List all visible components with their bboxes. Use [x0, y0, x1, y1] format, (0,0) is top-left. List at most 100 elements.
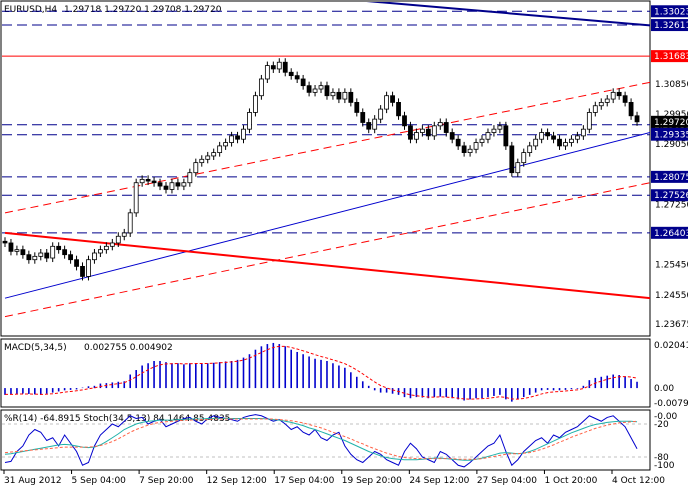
- price-tick-label: 1.23675: [655, 320, 688, 330]
- level-price-tag: [651, 128, 688, 141]
- time-tick-label: 24 Sep 12:00: [409, 476, 469, 486]
- price-tick-label: 1.29950: [655, 110, 688, 120]
- candle-body: [264, 65, 270, 80]
- candle-body: [229, 135, 234, 143]
- chart-title: EURUSD,H4: [4, 5, 57, 15]
- candle-body: [211, 152, 217, 157]
- time-tick-label: 12 Sep 12:00: [207, 476, 267, 486]
- candle-body: [473, 142, 479, 150]
- level-price-label: 1.26403: [654, 229, 688, 239]
- price-panel-frame: [0, 0, 651, 337]
- candle-body: [497, 125, 503, 130]
- candle-body: [539, 132, 545, 140]
- level-price-label: 1.28075: [654, 173, 688, 183]
- candle-body: [437, 122, 443, 127]
- level-price-tag: [651, 226, 688, 239]
- candle-body: [2, 240, 8, 244]
- candle-body: [616, 91, 622, 97]
- candle-body: [223, 142, 229, 147]
- candle-body: [509, 145, 515, 174]
- candle-body: [378, 108, 384, 120]
- candle-body: [157, 182, 163, 187]
- candle-body: [32, 255, 38, 261]
- level-price-label: 1.33023: [654, 7, 688, 17]
- candle-body: [145, 178, 151, 182]
- current-price-tag: [651, 115, 688, 128]
- candle-body: [103, 245, 109, 251]
- level-price-tag: [651, 189, 688, 202]
- candle-body: [527, 145, 533, 154]
- candle-body: [575, 135, 580, 140]
- time-tick-label: 19 Sep 20:00: [342, 476, 402, 486]
- candle-body: [396, 102, 401, 117]
- candle-body: [342, 91, 348, 100]
- candle-body: [431, 125, 437, 137]
- time-tick-label: 4 Oct 12:00: [612, 476, 665, 486]
- time-axis: 31 Aug 2012 5 Sep 04:00 7 Sep 20:00 12 Sep …: [3, 470, 665, 486]
- oscillator-tick-label: -80: [654, 453, 669, 463]
- uptrend-line-blue: [4, 132, 650, 299]
- candle-body: [235, 135, 240, 140]
- candle-body: [402, 115, 407, 127]
- candle-body: [318, 85, 324, 90]
- candle-body: [491, 128, 497, 133]
- candle-body: [372, 118, 378, 130]
- macd-panel[interactable]: MACD(5,34,5) 0.002755 0.004902 0.0204130…: [0, 338, 688, 409]
- candle-body: [580, 128, 586, 137]
- oscillator-tick-label: -20: [654, 420, 669, 430]
- candle-body: [354, 102, 360, 113]
- ohlc-header: 1.29718 1.29720 1.29708 1.29720: [64, 5, 222, 15]
- oscillator-panel[interactable]: %R(14) -64.8915 Stoch(34,5,13) 84.1464 8…: [0, 409, 678, 471]
- candle-body: [20, 249, 26, 256]
- macd-panel-frame: [0, 338, 651, 408]
- macd-tick-label: -0.00794: [654, 399, 688, 409]
- candle-body: [610, 91, 616, 100]
- candle-body: [414, 132, 419, 140]
- candle-body: [455, 138, 461, 147]
- candle-body: [86, 259, 91, 277]
- macd-tick-label: 0.00: [654, 384, 674, 394]
- candle-body: [253, 95, 258, 113]
- candle-body: [443, 122, 449, 133]
- macd-tick-label: 0.020413: [654, 341, 688, 351]
- candle-body: [217, 145, 223, 154]
- oscillator-tick-label: -100: [654, 461, 675, 471]
- candle-body: [598, 102, 604, 107]
- price-panel[interactable]: EURUSD,H4 1.29718 1.29720 1.29708 1.2972…: [0, 0, 688, 337]
- candle-body: [300, 78, 306, 87]
- candle-body: [199, 158, 205, 164]
- channel-line-lower: [4, 182, 650, 318]
- candle-body: [557, 138, 562, 147]
- candle-body: [68, 254, 73, 261]
- oscillator-tick-label: -0.00: [654, 412, 678, 422]
- candle-body: [479, 138, 485, 143]
- candle-body: [181, 182, 187, 187]
- candle-body: [288, 71, 294, 77]
- candle-body: [205, 155, 211, 160]
- candle-body: [282, 61, 288, 73]
- candle-body: [151, 180, 157, 184]
- time-tick-label: 31 Aug 2012: [4, 476, 62, 486]
- level-price-tag: [651, 170, 688, 183]
- level-price-tag: [651, 50, 688, 63]
- candle-body: [241, 128, 246, 140]
- top-trend-line: [366, 2, 650, 27]
- candle-body: [312, 88, 318, 93]
- candle-body: [545, 132, 550, 137]
- level-price-tag: [651, 19, 688, 32]
- candle-body: [127, 212, 133, 234]
- candle-body: [8, 242, 14, 252]
- price-tick-label: 1.25450: [655, 261, 688, 271]
- candle-body: [139, 178, 145, 184]
- macd-title: MACD(5,34,5): [4, 343, 67, 353]
- candle-body: [366, 122, 372, 130]
- candle-body: [390, 95, 395, 103]
- candle-body: [330, 91, 336, 97]
- macd-signal-line: [5, 345, 638, 400]
- candle-body: [563, 142, 568, 147]
- candle-body: [384, 95, 390, 110]
- candle-body: [50, 245, 56, 259]
- time-tick-label: 7 Sep 20:00: [139, 476, 194, 486]
- candle-body: [521, 152, 527, 164]
